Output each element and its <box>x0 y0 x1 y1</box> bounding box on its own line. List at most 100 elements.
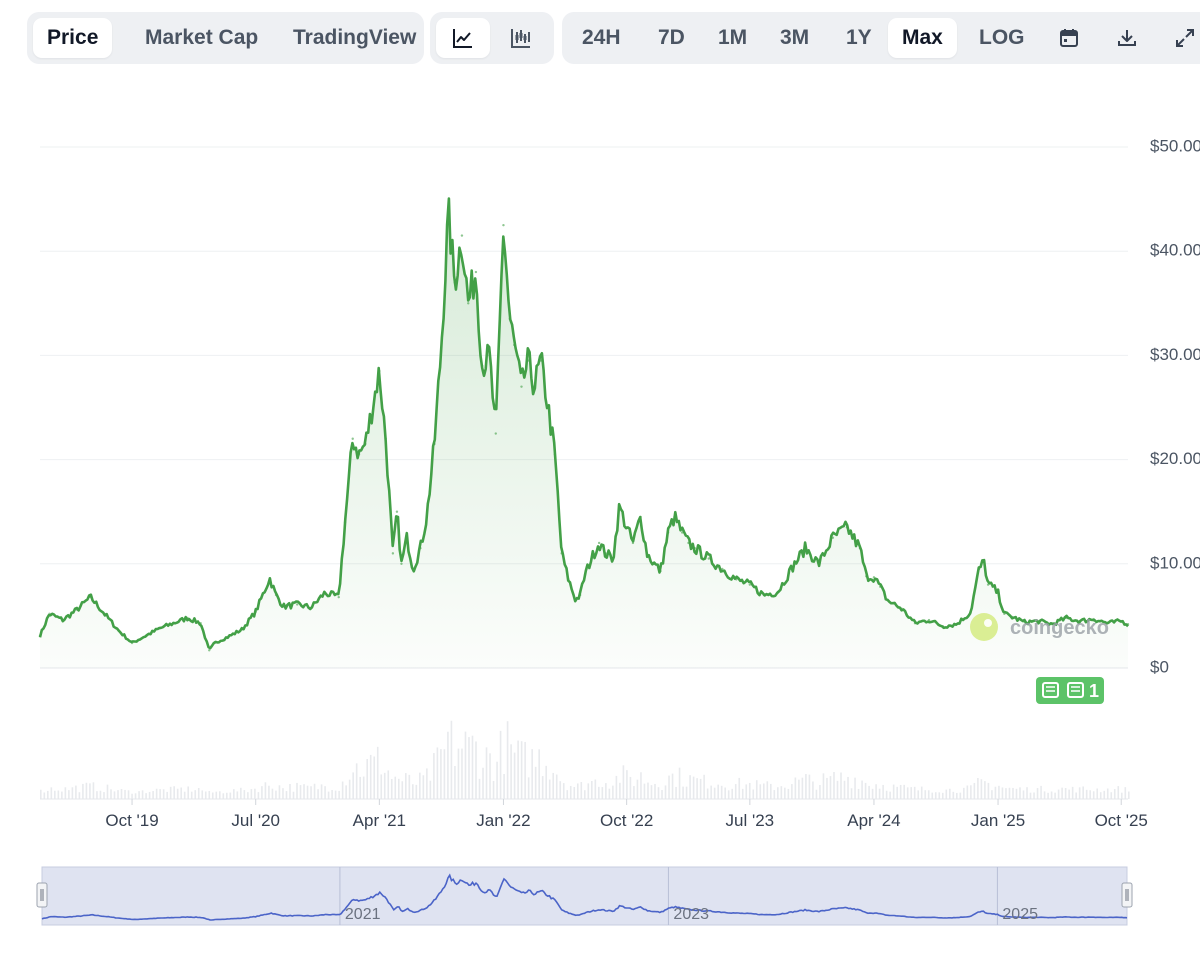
volume-bar <box>489 753 491 799</box>
volume-bar <box>692 776 695 799</box>
volume-bar <box>204 791 207 799</box>
volume-bar <box>885 790 888 799</box>
volume-bar <box>450 720 453 799</box>
navigator-left-handle[interactable] <box>36 882 48 908</box>
price-point <box>391 552 395 555</box>
price-line-series[interactable] <box>38 197 1129 650</box>
volume-bar <box>569 785 572 799</box>
price-point <box>982 560 986 563</box>
volume-bar <box>1054 792 1056 799</box>
tab-market-cap[interactable]: Market Cap <box>145 26 259 49</box>
volume-bar <box>787 788 790 799</box>
price-point <box>61 618 65 622</box>
volume-bar <box>1040 785 1042 799</box>
volume-bar <box>296 782 298 799</box>
volume-bar <box>966 785 969 799</box>
range-3m[interactable]: 3M <box>780 26 810 49</box>
price-point <box>488 354 491 357</box>
log-scale-toggle[interactable]: LOG <box>979 26 1025 49</box>
navigator-grid <box>339 867 998 925</box>
navigator-labels: 2021 2023 2025 <box>345 906 1038 923</box>
volume-bar <box>485 747 488 799</box>
x-tick-label: Jan '25 <box>971 811 1025 830</box>
price-point <box>343 520 347 524</box>
download-button[interactable] <box>1100 18 1154 58</box>
volume-bar <box>882 784 884 799</box>
range-1m[interactable]: 1M <box>718 26 748 49</box>
volume-bar <box>141 790 144 799</box>
price-point <box>1106 621 1109 625</box>
volume-bar <box>713 787 716 799</box>
price-point <box>117 629 120 632</box>
volume-bar <box>68 790 70 799</box>
volume-bar <box>647 782 649 799</box>
volume-bar <box>1068 789 1070 799</box>
volume-bar <box>871 788 874 799</box>
line-chart-button[interactable] <box>436 18 490 58</box>
range-max[interactable]: Max <box>888 18 957 58</box>
volume-bar <box>85 782 88 799</box>
volume-bar <box>896 786 898 799</box>
volume-bar <box>576 783 579 799</box>
volume-bar <box>762 783 765 799</box>
volume-bar <box>1113 789 1116 799</box>
volume-bar <box>138 791 140 799</box>
volume-bar <box>612 785 614 799</box>
price-point <box>1120 619 1123 623</box>
price-point <box>652 562 656 565</box>
range-navigator[interactable]: 2021 2023 2025 <box>36 866 1133 926</box>
volume-bar <box>573 787 576 799</box>
volume-bar <box>110 789 112 799</box>
volume-bar <box>527 777 530 799</box>
navigator-right-handle[interactable] <box>1121 882 1133 908</box>
price-point <box>453 281 456 284</box>
range-1y[interactable]: 1Y <box>846 26 872 49</box>
x-tick-label: Jul '23 <box>726 811 775 830</box>
volume-bar <box>1085 789 1088 799</box>
price-point <box>433 442 436 446</box>
volume-bar <box>661 789 663 799</box>
volume-bar <box>566 790 569 799</box>
tab-tradingview[interactable]: TradingView <box>293 26 417 49</box>
price-point <box>991 585 994 588</box>
range-7d[interactable]: 7D <box>658 26 685 49</box>
volume-bar <box>482 767 484 799</box>
price-point <box>996 591 1000 595</box>
volume-bar <box>1019 787 1021 799</box>
price-point <box>618 505 621 508</box>
navigator-selection[interactable] <box>41 866 1128 926</box>
calendar-button[interactable] <box>1042 18 1096 58</box>
volume-bar <box>959 792 962 799</box>
price-point <box>337 595 340 599</box>
price-point <box>213 641 216 645</box>
volume-bar <box>984 781 986 799</box>
fullscreen-button[interactable] <box>1158 18 1200 58</box>
volume-bar <box>1089 790 1091 799</box>
price-point <box>604 552 607 555</box>
volume-bar <box>131 793 133 799</box>
news-badge[interactable]: 1 <box>1036 677 1104 704</box>
price-point <box>226 635 230 638</box>
price-point <box>405 536 409 539</box>
volume-bar <box>492 780 495 799</box>
tab-price[interactable]: Price <box>33 18 113 58</box>
x-tick-label: Jul '20 <box>231 811 280 830</box>
volume-bar <box>145 793 147 799</box>
volume-bar <box>415 784 418 799</box>
volume-bar <box>1106 788 1109 799</box>
price-point <box>1037 619 1040 623</box>
volume-bar <box>1001 787 1004 799</box>
volume-bar <box>591 781 593 799</box>
volume-bar <box>1120 792 1123 799</box>
volume-bar <box>229 792 232 799</box>
volume-bar <box>352 772 354 799</box>
volume-bar <box>731 788 734 799</box>
price-point <box>439 354 442 357</box>
candlestick-chart-button[interactable] <box>494 18 548 58</box>
volume-bar <box>1043 791 1046 799</box>
volume-bar <box>1117 786 1120 799</box>
volume-bar <box>510 744 512 799</box>
range-24h[interactable]: 24H <box>582 26 621 49</box>
x-tick-label: Oct '22 <box>600 811 653 830</box>
price-point <box>1023 620 1026 624</box>
